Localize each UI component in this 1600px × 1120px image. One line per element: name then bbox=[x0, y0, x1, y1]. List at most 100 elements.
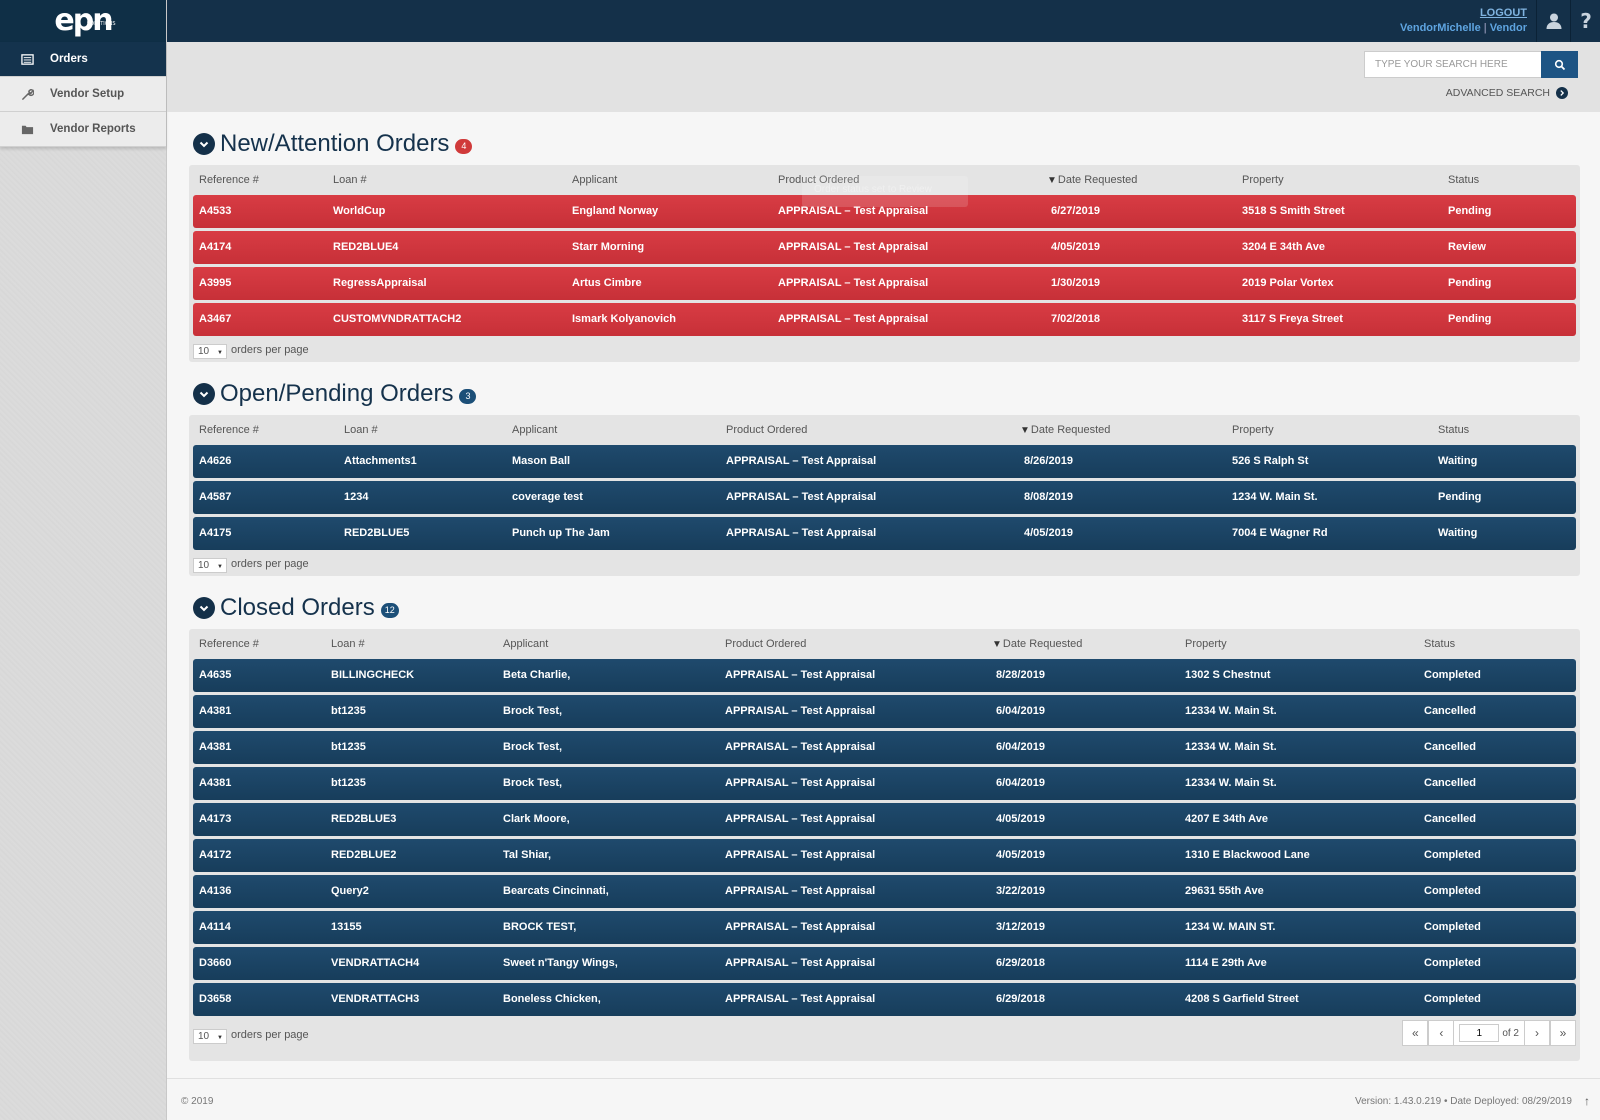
column-header-loan[interactable]: Loan # bbox=[344, 424, 378, 436]
username[interactable]: VendorMichelle bbox=[1400, 22, 1481, 34]
chevron-down-icon[interactable] bbox=[193, 597, 215, 619]
column-header-property[interactable]: Property bbox=[1185, 638, 1227, 650]
prev-page-button[interactable]: ‹ bbox=[1428, 1020, 1455, 1046]
cell-loan: Query2 bbox=[331, 885, 369, 897]
count-badge: 4 bbox=[455, 139, 473, 154]
per-page-select[interactable]: 10 bbox=[193, 344, 227, 360]
table-row[interactable]: A3995 RegressAppraisal Artus Cimbre APPRAIS… bbox=[193, 267, 1576, 300]
table-row[interactable]: A4114 13155 BROCK TEST, APPRAISAL – Test Ap… bbox=[193, 911, 1576, 944]
cell-product: APPRAISAL – Test Appraisal bbox=[725, 813, 876, 825]
cell-date: 8/26/2019 bbox=[1024, 455, 1073, 467]
sidebar-item-vendor-setup[interactable]: Vendor Setup bbox=[0, 77, 166, 112]
column-header-product[interactable]: Product Ordered bbox=[726, 424, 807, 436]
table-row[interactable]: A4587 1234 coverage test APPRAISAL – Test A… bbox=[193, 481, 1576, 514]
cell-ref: A3467 bbox=[199, 313, 232, 325]
table-row[interactable]: A4533 WorldCup England Norway APPRAISAL – T… bbox=[193, 195, 1576, 228]
search-input[interactable] bbox=[1364, 51, 1542, 78]
page-indicator: of 2 bbox=[1454, 1020, 1524, 1046]
table-new-orders: Reference # Loan # Applicant Product Ordere… bbox=[189, 165, 1580, 362]
table-row[interactable]: A4381 bt1235 Brock Test, APPRAISAL – Test A… bbox=[193, 731, 1576, 764]
search-area: ADVANCED SEARCH bbox=[167, 42, 1600, 112]
cell-ref: A4533 bbox=[199, 205, 232, 217]
cell-status: Review bbox=[1448, 241, 1486, 253]
cell-applicant: Artus Cimbre bbox=[572, 277, 642, 289]
table-row[interactable]: D3658 VENDRATTACH3 Boneless Chicken, APPRAI… bbox=[193, 983, 1576, 1016]
sidebar-item-vendor-reports[interactable]: Vendor Reports bbox=[0, 112, 166, 147]
table-row[interactable]: A4626 Attachments1 Mason Ball APPRAISAL – T… bbox=[193, 445, 1576, 478]
column-header-loan[interactable]: Loan # bbox=[331, 638, 365, 650]
cell-applicant: Beta Charlie, bbox=[503, 669, 571, 681]
column-header-property[interactable]: Property bbox=[1232, 424, 1274, 436]
column-header-date[interactable]: ▼Date Requested bbox=[1020, 424, 1110, 436]
scroll-top-icon[interactable]: ↑ bbox=[1584, 1094, 1590, 1108]
sidebar-item-orders[interactable]: Orders bbox=[0, 42, 166, 77]
cell-loan: CUSTOMVNDRATTACH2 bbox=[333, 313, 462, 325]
user-separator: | bbox=[1483, 22, 1487, 34]
column-header-label: Reference # bbox=[199, 174, 259, 186]
cell-date: 4/05/2019 bbox=[1051, 241, 1100, 253]
next-page-button[interactable]: › bbox=[1524, 1020, 1550, 1046]
column-header-applicant[interactable]: Applicant bbox=[503, 638, 548, 650]
first-page-button[interactable]: « bbox=[1402, 1020, 1429, 1046]
cell-product: APPRAISAL – Test Appraisal bbox=[778, 241, 929, 253]
page-number-input[interactable] bbox=[1459, 1024, 1500, 1042]
cell-property: 7004 E Wagner Rd bbox=[1232, 527, 1328, 539]
table-row[interactable]: A4175 RED2BLUE5 Punch up The Jam APPRAISAL … bbox=[193, 517, 1576, 550]
table-row[interactable]: A4381 bt1235 Brock Test, APPRAISAL – Test A… bbox=[193, 695, 1576, 728]
epn-logo[interactable]: epn SOLUTIONS bbox=[54, 6, 115, 36]
table-row[interactable]: A4136 Query2 Bearcats Cincinnati, APPRAISAL… bbox=[193, 875, 1576, 908]
table-row[interactable]: D3660 VENDRATTACH4 Sweet n'Tangy Wings, APP… bbox=[193, 947, 1576, 980]
chevron-down-icon[interactable] bbox=[193, 133, 215, 155]
cell-property: 12334 W. Main St. bbox=[1185, 741, 1277, 753]
column-header-product[interactable]: Product Ordered bbox=[725, 638, 806, 650]
logo-area[interactable]: epn SOLUTIONS bbox=[0, 0, 166, 42]
per-page-select[interactable]: 10 bbox=[193, 1029, 227, 1045]
pagination-row: 10 orders per page bbox=[189, 553, 1580, 577]
table-row[interactable]: A4173 RED2BLUE3 Clark Moore, APPRAISAL – Te… bbox=[193, 803, 1576, 836]
cell-property: 2019 Polar Vortex bbox=[1242, 277, 1334, 289]
sidebar-item-label: Vendor Setup bbox=[50, 88, 125, 100]
cell-loan: RED2BLUE4 bbox=[333, 241, 399, 253]
cell-product: APPRAISAL – Test Appraisal bbox=[725, 741, 876, 753]
table-row[interactable]: A4174 RED2BLUE4 Starr Morning APPRAISAL – T… bbox=[193, 231, 1576, 264]
cell-ref: A4381 bbox=[199, 777, 232, 789]
column-header-status[interactable]: Status bbox=[1448, 174, 1479, 186]
column-header-status[interactable]: Status bbox=[1424, 638, 1455, 650]
column-header-ref[interactable]: Reference # bbox=[199, 424, 259, 436]
cell-product: APPRAISAL – Test Appraisal bbox=[725, 705, 876, 717]
cell-status: Pending bbox=[1448, 205, 1492, 217]
help-icon[interactable]: ? bbox=[1570, 0, 1600, 42]
logout-link[interactable]: LOGOUT bbox=[1479, 7, 1527, 19]
cell-status: Waiting bbox=[1438, 527, 1478, 539]
sidebar-item-label: Orders bbox=[50, 53, 88, 65]
cell-applicant: England Norway bbox=[572, 205, 659, 217]
column-header-applicant[interactable]: Applicant bbox=[572, 174, 617, 186]
table-row[interactable]: A4172 RED2BLUE2 Tal Shiar, APPRAISAL – Test… bbox=[193, 839, 1576, 872]
advanced-search-label: ADVANCED SEARCH bbox=[1445, 87, 1550, 99]
last-page-button[interactable]: » bbox=[1550, 1020, 1576, 1046]
table-row[interactable]: A3467 CUSTOMVNDRATTACH2 Ismark Kolyanovich… bbox=[193, 303, 1576, 336]
advanced-search-link[interactable]: ADVANCED SEARCH bbox=[1446, 87, 1568, 99]
table-row[interactable]: A4381 bt1235 Brock Test, APPRAISAL – Test A… bbox=[193, 767, 1576, 800]
column-header-date[interactable]: ▼Date Requested bbox=[1047, 174, 1137, 186]
column-header-ref[interactable]: Reference # bbox=[199, 638, 259, 650]
column-header-ref[interactable]: Reference # bbox=[199, 174, 259, 186]
table-row[interactable]: A4635 BILLINGCHECK Beta Charlie, APPRAISAL … bbox=[193, 659, 1576, 692]
cell-status: Waiting bbox=[1438, 455, 1478, 467]
search-button[interactable] bbox=[1541, 51, 1578, 78]
section-header-new: New/Attention Orders 4 bbox=[193, 130, 473, 158]
per-page-select[interactable]: 10 bbox=[193, 558, 227, 574]
section-header-closed: Closed Orders 12 bbox=[193, 594, 399, 622]
column-header-loan[interactable]: Loan # bbox=[333, 174, 367, 186]
column-header-applicant[interactable]: Applicant bbox=[512, 424, 557, 436]
column-header-property[interactable]: Property bbox=[1242, 174, 1284, 186]
cell-loan: 1234 bbox=[344, 491, 369, 503]
pagination-row: 10 orders per page « ‹ of 2 › » bbox=[189, 1020, 1580, 1048]
chevron-down-icon[interactable] bbox=[193, 383, 215, 405]
cell-date: 6/29/2018 bbox=[996, 993, 1045, 1005]
column-header-status[interactable]: Status bbox=[1438, 424, 1469, 436]
column-header-date[interactable]: ▼Date Requested bbox=[992, 638, 1082, 650]
column-header-product[interactable]: Product Ordered bbox=[778, 174, 859, 186]
cell-date: 6/04/2019 bbox=[996, 777, 1045, 789]
user-icon[interactable] bbox=[1536, 0, 1570, 42]
